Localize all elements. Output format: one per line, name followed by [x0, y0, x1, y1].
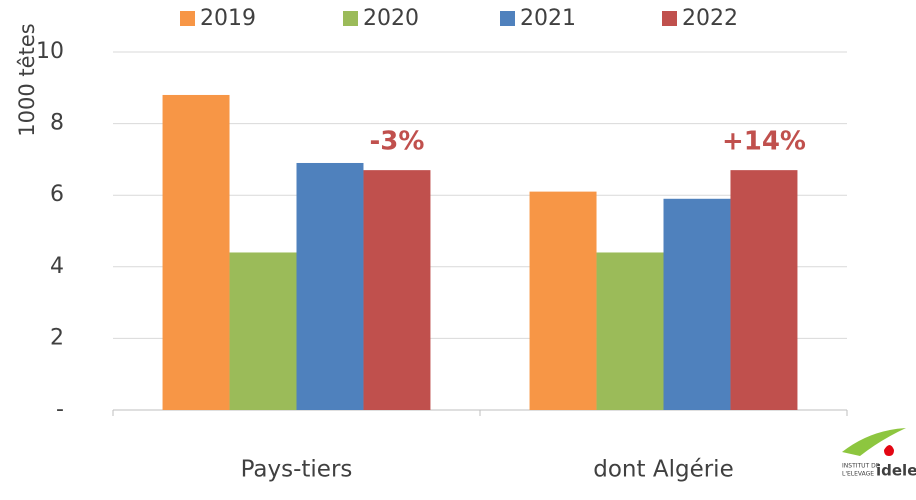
- logo-drop: [884, 445, 894, 456]
- y-tick-label: 4: [50, 254, 64, 279]
- legend-swatch: [180, 11, 195, 26]
- bar: [529, 191, 597, 410]
- x-tick-label: Pays-tiers: [241, 457, 353, 483]
- y-tick-label: 8: [50, 111, 64, 136]
- x-tick-label: dont Algérie: [593, 457, 733, 483]
- annotation: +14%: [722, 127, 806, 157]
- y-tick-label: -: [56, 397, 64, 422]
- y-axis-label: 1000 têtes: [15, 23, 39, 136]
- bar: [229, 252, 297, 410]
- bar: [363, 170, 431, 410]
- logo-swoosh: [842, 428, 906, 456]
- legend-swatch: [662, 11, 677, 26]
- logo-text: L'ELEVAGE: [842, 471, 874, 478]
- bar: [296, 162, 364, 410]
- legend-swatch: [343, 11, 358, 26]
- y-tick-label: 10: [36, 39, 64, 64]
- y-tick-label: 6: [50, 182, 64, 207]
- legend-swatch: [500, 11, 515, 26]
- logo: INSTITUT DE L'ELEVAGE idele: [842, 428, 916, 480]
- bar: [596, 252, 664, 410]
- bar: [730, 170, 798, 410]
- logo-brand: idele: [876, 462, 916, 480]
- bar: [663, 198, 731, 410]
- logo-text: INSTITUT DE: [842, 463, 880, 470]
- legend-label: 2020: [363, 6, 419, 31]
- y-tick-label: 2: [50, 325, 64, 350]
- legend-label: 2022: [682, 6, 738, 31]
- legend-label: 2019: [200, 6, 256, 31]
- legend-label: 2021: [520, 6, 576, 31]
- bar: [162, 94, 230, 411]
- annotation: -3%: [369, 127, 424, 157]
